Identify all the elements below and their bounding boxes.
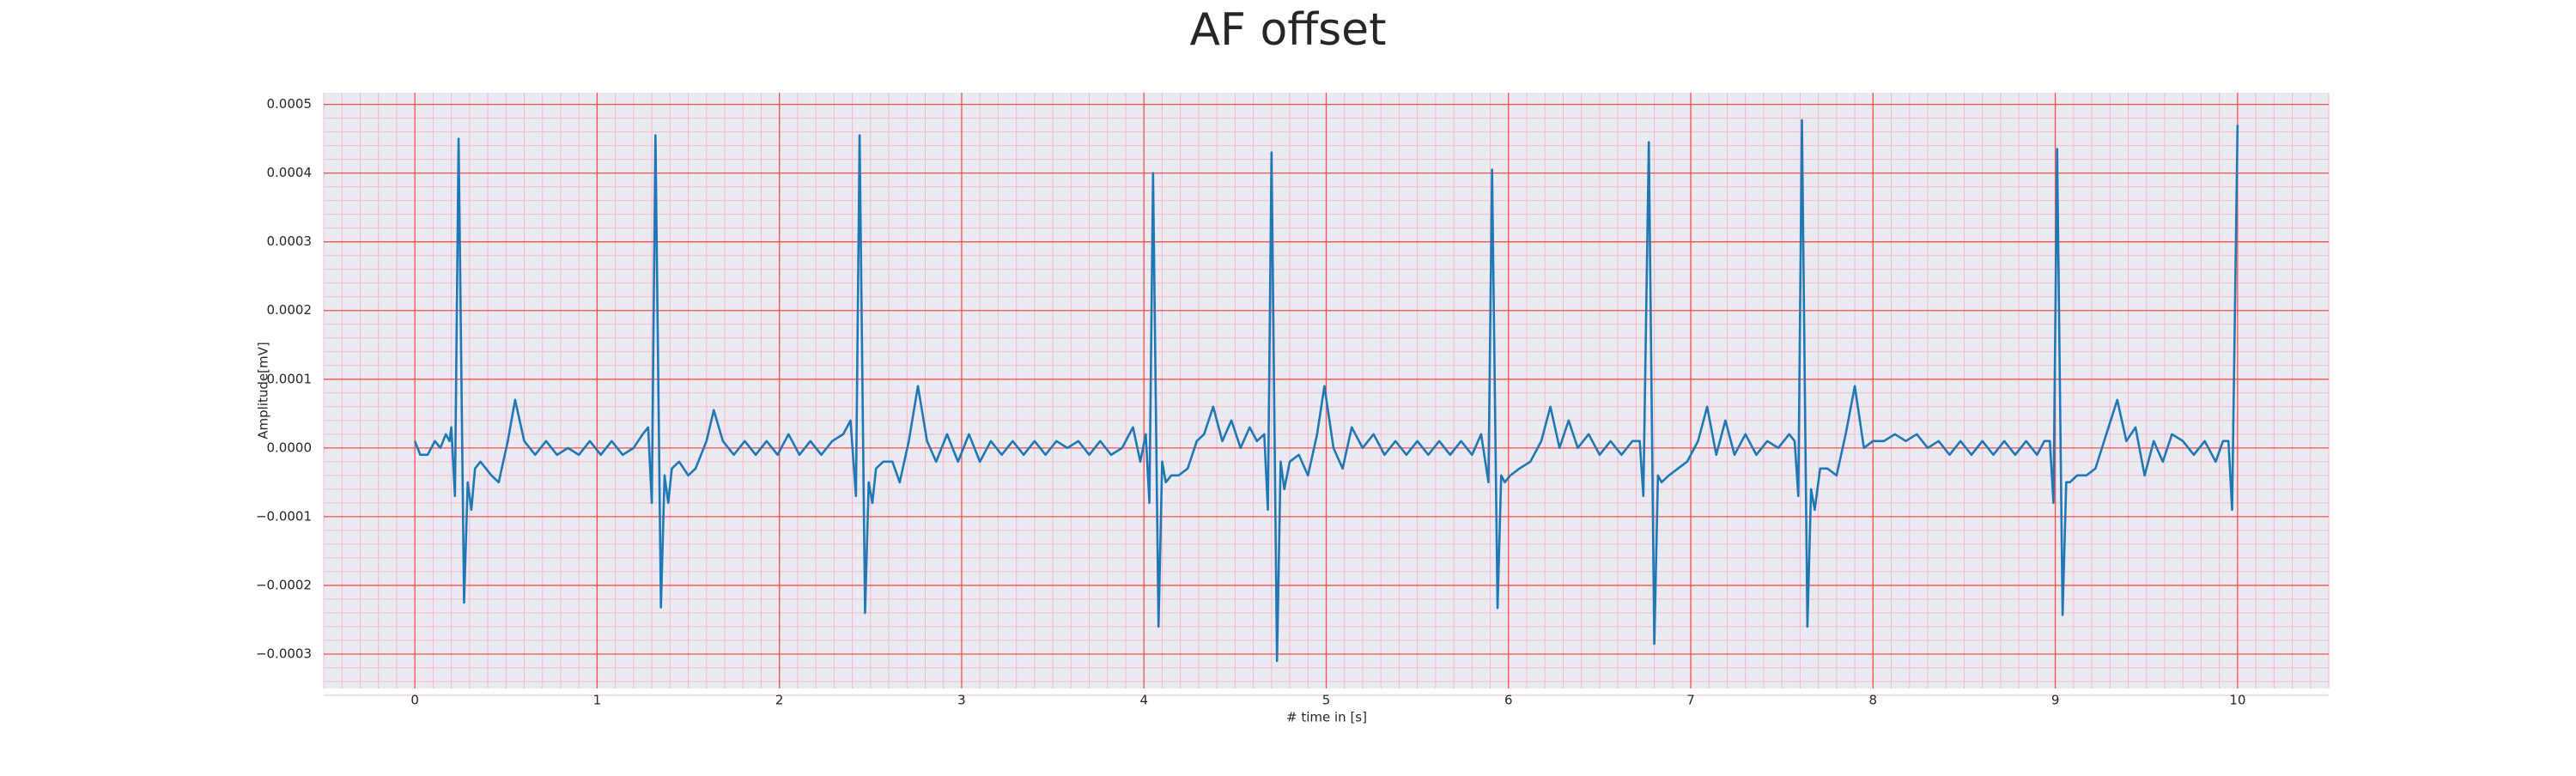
x-tick-label: 6 (1504, 693, 1513, 708)
x-tick-label: 2 (775, 693, 784, 708)
x-tick-label: 7 (1686, 693, 1695, 708)
x-tick-label: 8 (1869, 693, 1878, 708)
y-axis-label: Amplitude[mV] (256, 342, 271, 439)
y-tick-label: 0.0002 (267, 302, 313, 318)
x-axis-label: # time in [s] (1286, 710, 1367, 725)
x-tick-label: 4 (1139, 693, 1148, 708)
chart-title: AF offset (1189, 4, 1386, 56)
y-tick-label: 0.0004 (267, 165, 313, 180)
y-tick-label: −0.0001 (256, 508, 312, 524)
y-tick-label: 0.0003 (267, 233, 313, 249)
x-tick-label: 0 (410, 693, 419, 708)
y-tick-label: 0.0000 (267, 440, 313, 455)
y-tick-label: 0.0005 (267, 96, 313, 112)
x-tick-label: 1 (593, 693, 602, 708)
y-tick-label: 0.0001 (267, 371, 313, 386)
y-tick-label: −0.0003 (256, 646, 312, 661)
x-tick-label: 10 (2229, 693, 2245, 708)
ecg-line (413, 118, 2239, 663)
x-tick-label: 9 (2051, 693, 2060, 708)
y-tick-label: −0.0002 (256, 577, 312, 592)
x-tick-label: 3 (957, 693, 966, 708)
x-tick-label: 5 (1322, 693, 1331, 708)
